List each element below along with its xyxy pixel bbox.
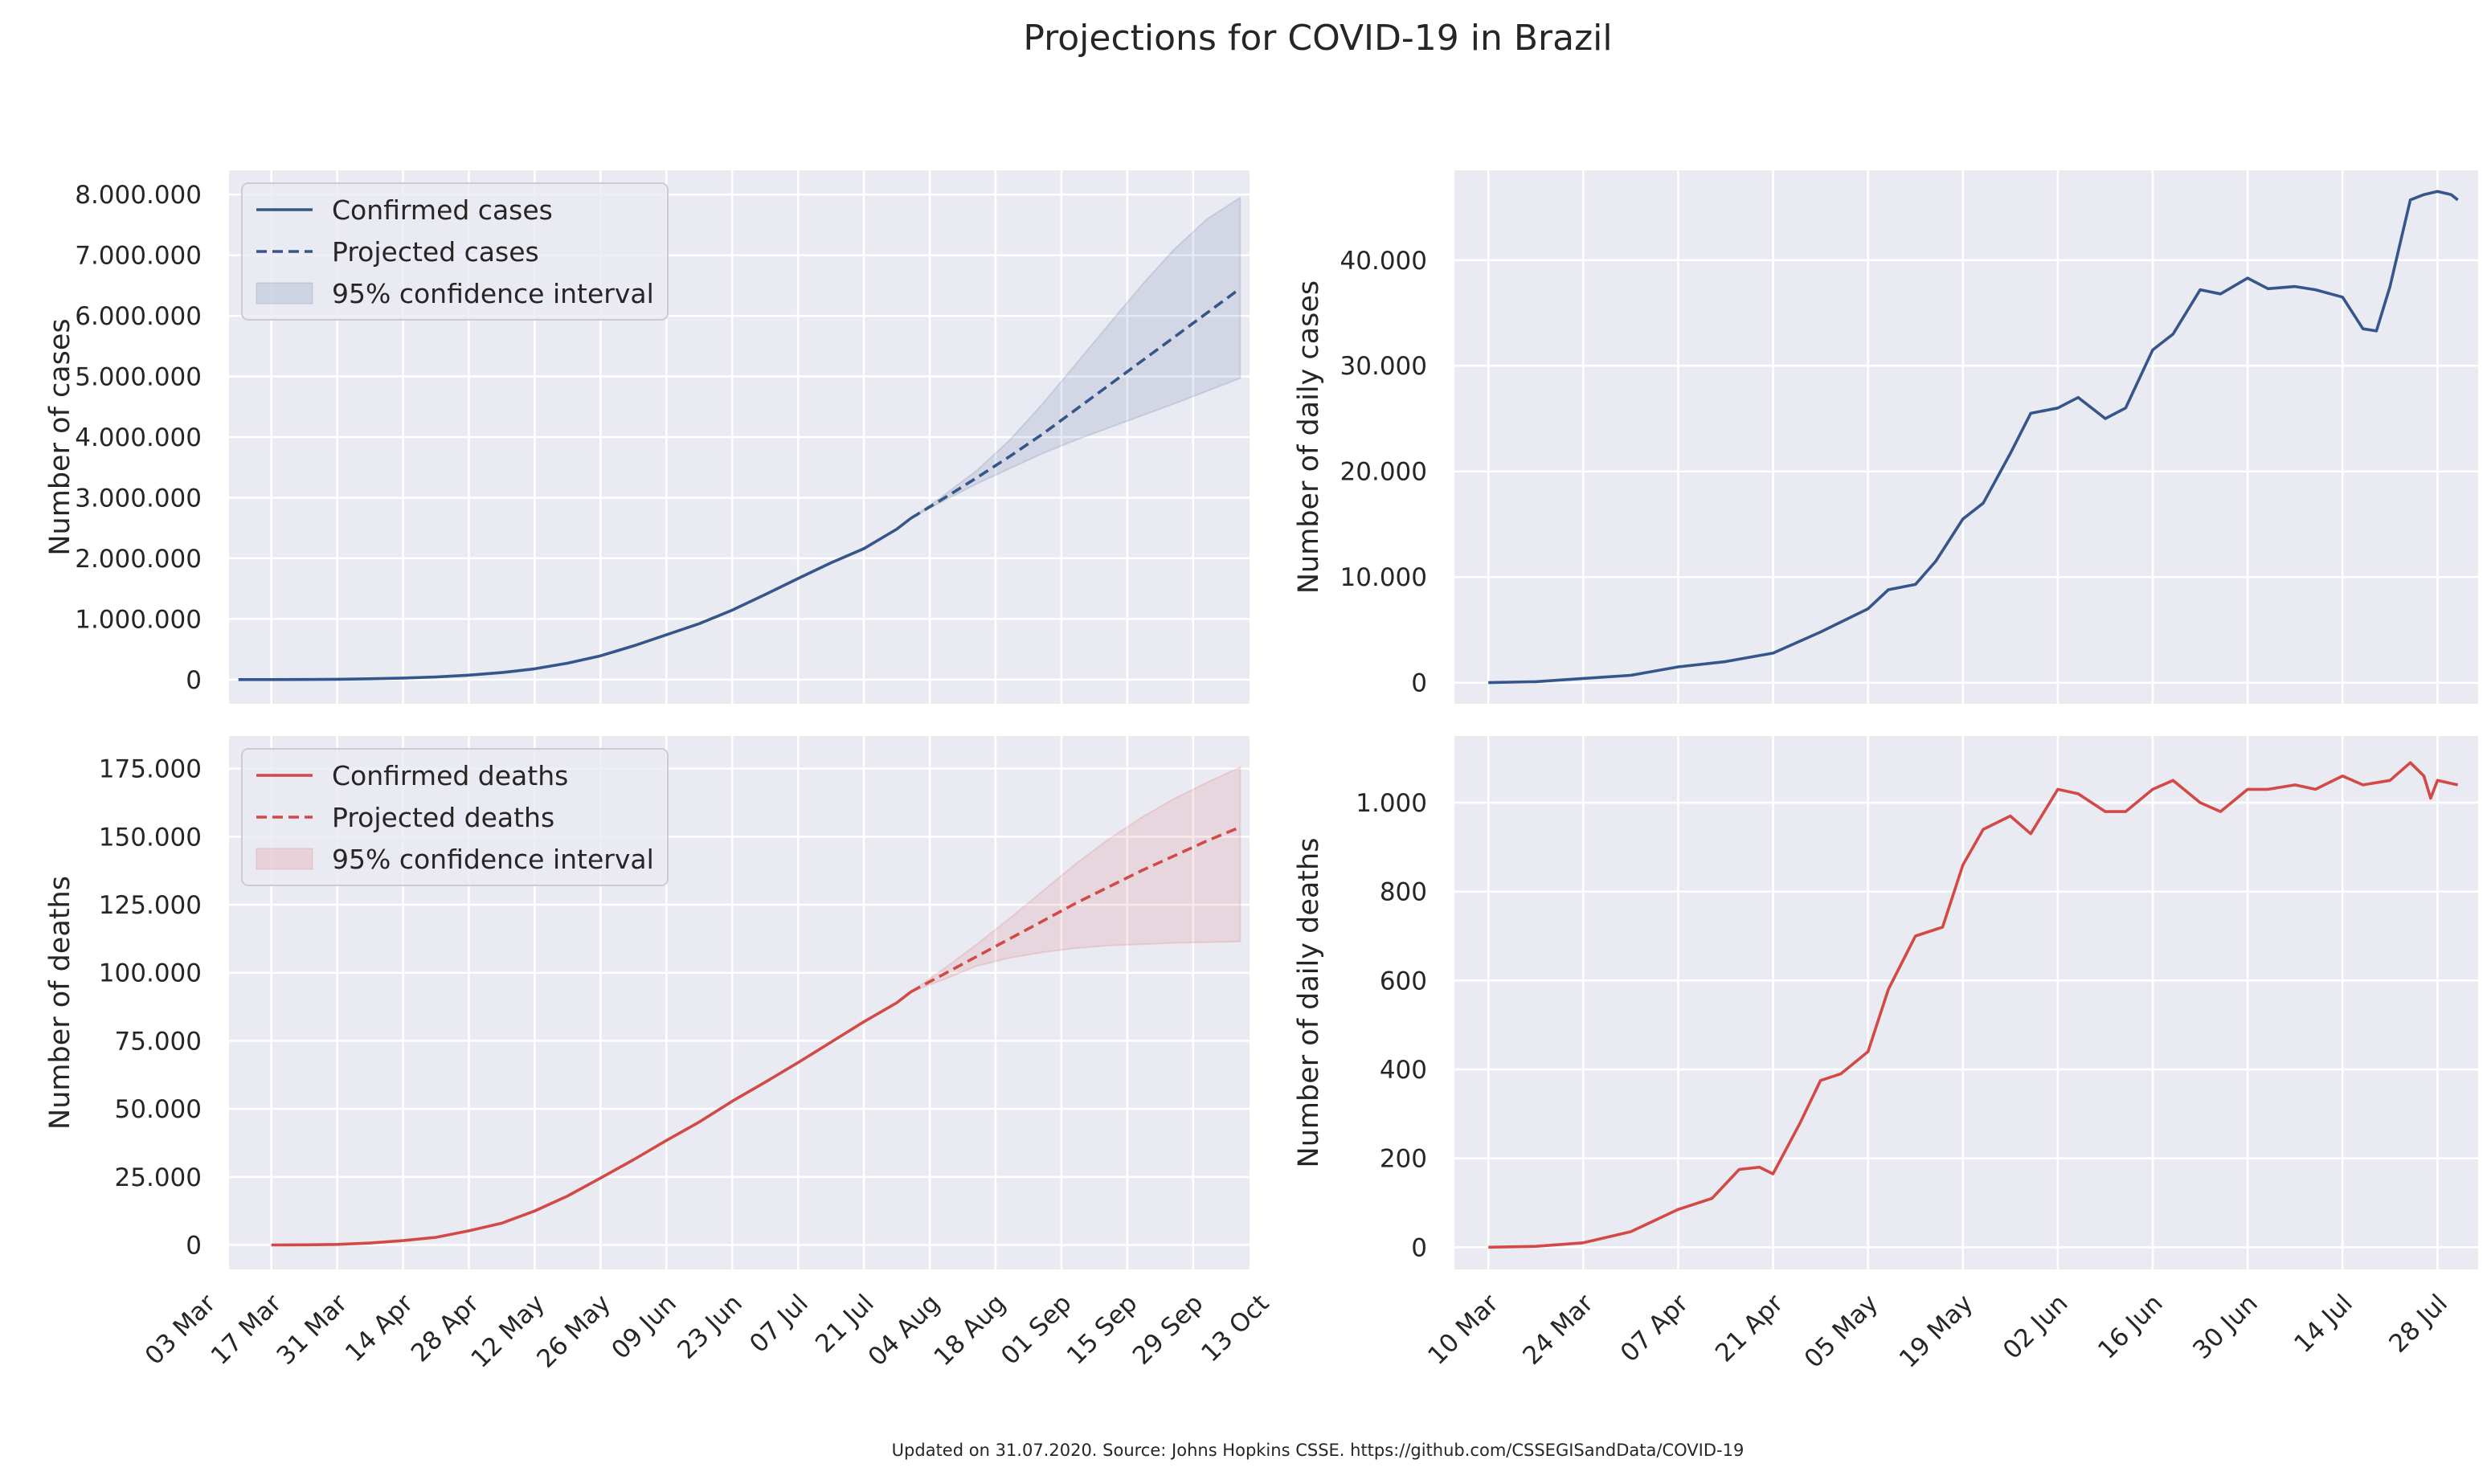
- projected-line: [910, 287, 1241, 520]
- x-tick-label: 16 Jun: [2092, 1289, 2169, 1365]
- y-tick-label: 400: [1380, 1056, 1427, 1085]
- x-tick-label: 07 Apr: [1615, 1289, 1694, 1367]
- daily-deaths-chart: 0 200 400 600 800 1.000 10 Mar 24 Mar 07 Apr 21 A…: [1293, 736, 2478, 1374]
- y-tick-label: 30.000: [1340, 352, 1427, 381]
- y-tick-label: 0: [186, 1232, 202, 1261]
- legend-label: 95% confidence interval: [332, 844, 654, 875]
- projected-line: [910, 825, 1241, 993]
- x-tick-label: 02 Jun: [1998, 1289, 2074, 1365]
- y-tick-label: 1.000.000: [75, 605, 202, 634]
- y-axis-label: Number of daily cases: [1293, 280, 1325, 594]
- confirmed-line: [1488, 761, 2459, 1249]
- y-tick-label: 2.000.000: [75, 545, 202, 574]
- y-tick-label: 200: [1380, 1145, 1427, 1174]
- x-tick-label: 14 Apr: [340, 1289, 419, 1367]
- y-tick-label: 7.000.000: [75, 242, 202, 271]
- cumulative-deaths-chart: 0 25.000 50.000 75.000 100.000 125.000 150.000…: [44, 736, 1274, 1374]
- y-tick-label: 1.000: [1356, 789, 1427, 818]
- plot-background: [1454, 736, 2478, 1269]
- y-tick-label: 100.000: [99, 959, 202, 988]
- y-tick-label: 40.000: [1340, 247, 1427, 276]
- x-tick-label: 09 Jun: [606, 1289, 682, 1365]
- legend-label: Confirmed deaths: [332, 760, 568, 791]
- x-tick-label: 26 May: [531, 1289, 616, 1374]
- y-tick-label: 150.000: [99, 823, 202, 852]
- x-tick-label: 19 May: [1894, 1289, 1979, 1374]
- y-tick-label: 800: [1380, 878, 1427, 907]
- y-tick-label: 600: [1380, 967, 1427, 995]
- y-tick-label: 0: [1411, 669, 1427, 698]
- y-tick-label: 6.000.000: [75, 302, 202, 331]
- confirmed-line: [1488, 190, 2459, 685]
- confidence-band: [910, 196, 1241, 519]
- x-tick-label: 31 Mar: [272, 1289, 354, 1371]
- y-tick-label: 20.000: [1340, 458, 1427, 487]
- y-axis-label: Number of daily deaths: [1293, 838, 1325, 1168]
- confirmed-line: [271, 990, 912, 1247]
- x-tick-label: 18 Aug: [928, 1289, 1011, 1372]
- legend-label: Projected cases: [332, 236, 539, 268]
- legend: Confirmed deaths Projected deaths 95% conf…: [241, 748, 669, 886]
- x-tick-label: 12 May: [465, 1289, 550, 1374]
- cumulative-cases-chart: 0 1.000.000 2.000.000 3.000.000 4.000.000 5.0…: [44, 170, 1260, 704]
- y-tick-label: 4.000.000: [75, 423, 202, 452]
- x-tick-label: 24 Mar: [1517, 1289, 1599, 1371]
- y-tick-label: 5.000.000: [75, 363, 202, 392]
- x-tick-label: 05 May: [1799, 1289, 1884, 1374]
- x-tick-label: 15 Sep: [1061, 1289, 1143, 1371]
- y-tick-label: 10.000: [1340, 563, 1427, 592]
- plot-background: [1454, 170, 2478, 704]
- legend: Confirmed cases Projected cases 95% confid…: [241, 182, 669, 321]
- legend-label: Projected deaths: [332, 802, 554, 833]
- legend-label: Confirmed cases: [332, 194, 553, 226]
- footnote: Updated on 31.07.2020. Source: Johns Hop…: [892, 1441, 1745, 1460]
- y-tick-label: 175.000: [99, 755, 202, 784]
- x-tick-label: 07 Jul: [744, 1289, 814, 1359]
- daily-cases-chart: 0 10.000 20.000 30.000 40.000 Number of daily…: [1293, 170, 2478, 704]
- confidence-band: [910, 766, 1241, 993]
- x-tick-label: 01 Sep: [996, 1289, 1078, 1371]
- x-tick-label: 23 Jun: [672, 1289, 748, 1365]
- x-tick-label: 10 Mar: [1422, 1289, 1504, 1371]
- y-tick-label: 125.000: [99, 891, 202, 920]
- x-tick-label: 04 Aug: [863, 1289, 946, 1372]
- x-tick-label: 21 Apr: [1710, 1289, 1789, 1367]
- legend-label: 95% confidence interval: [332, 278, 654, 309]
- x-tick-label: 03 Mar: [140, 1289, 222, 1371]
- y-tick-label: 8.000.000: [75, 181, 202, 210]
- x-tick-label: 29 Sep: [1127, 1289, 1209, 1371]
- x-tick-label: 28 Jul: [2383, 1289, 2453, 1359]
- x-tick-label: 17 Mar: [206, 1289, 288, 1371]
- y-axis-label: Number of deaths: [44, 876, 76, 1130]
- legend-box: [241, 182, 669, 321]
- figure-title: Projections for COVID-19 in Brazil: [1023, 18, 1612, 59]
- y-tick-label: 75.000: [115, 1027, 202, 1056]
- y-tick-label: 0: [186, 666, 202, 695]
- y-tick-label: 25.000: [115, 1163, 202, 1192]
- x-tick-label: 30 Jun: [2187, 1289, 2264, 1365]
- x-tick-label: 13 Oct: [1196, 1289, 1274, 1367]
- confirmed-line: [238, 517, 912, 681]
- x-tick-label: 14 Jul: [2289, 1289, 2358, 1359]
- y-axis-label: Number of cases: [44, 318, 76, 555]
- y-tick-label: 0: [1411, 1233, 1427, 1262]
- legend-swatch: [256, 282, 313, 305]
- y-tick-label: 50.000: [115, 1095, 202, 1124]
- legend-box: [241, 748, 669, 886]
- y-tick-label: 3.000.000: [75, 484, 202, 513]
- legend-swatch: [256, 848, 313, 870]
